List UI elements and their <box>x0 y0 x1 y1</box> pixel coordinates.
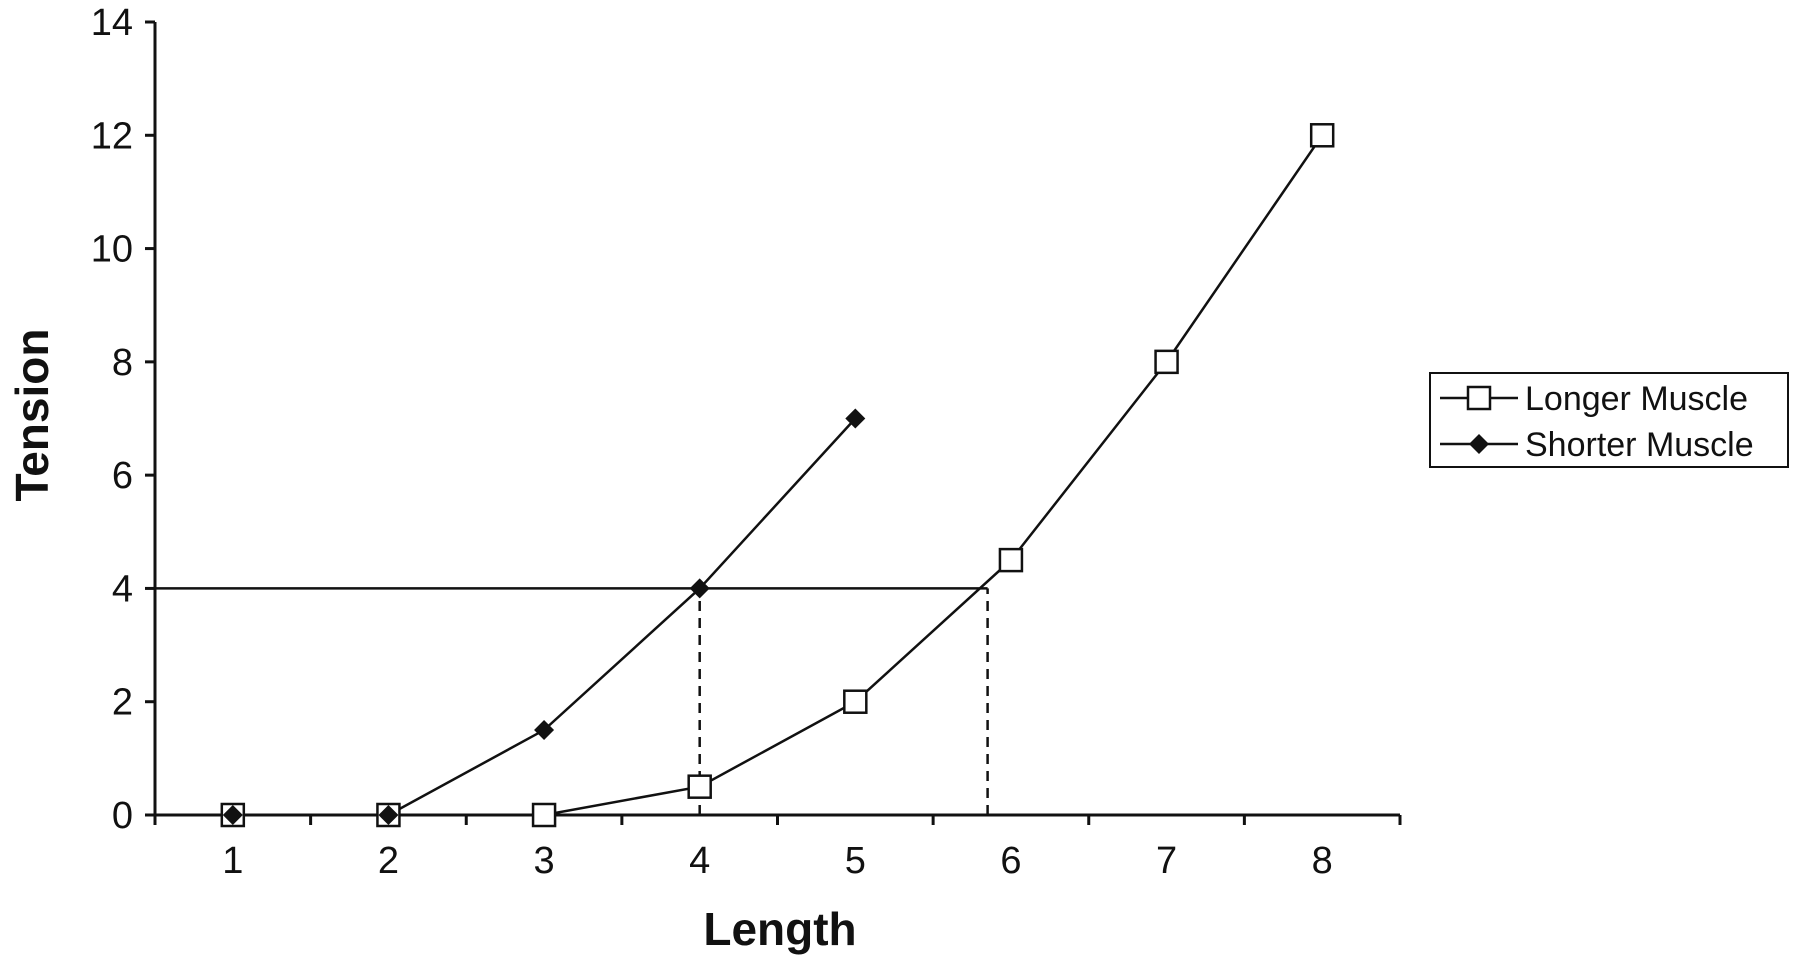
x-tick-label: 6 <box>1000 840 1021 882</box>
series-group <box>220 123 1335 828</box>
y-tick-label: 12 <box>91 115 133 157</box>
y-tick-label: 8 <box>112 342 133 384</box>
x-axis-title: Length <box>703 903 856 955</box>
legend-label-shorter: Shorter Muscle <box>1525 426 1754 464</box>
x-tick-label: 3 <box>533 840 554 882</box>
data-point-shorter-muscle <box>378 805 399 825</box>
data-point-shorter-muscle <box>534 720 555 741</box>
data-point-longer-muscle <box>843 689 868 714</box>
series-line-0 <box>232 134 1324 817</box>
y-tick-label: 6 <box>112 455 133 497</box>
filled-diamond-icon <box>1469 434 1489 454</box>
data-point-shorter-muscle <box>689 578 710 599</box>
legend-item-shorter-muscle: Shorter Muscle <box>1440 426 1754 464</box>
data-point-longer-muscle <box>531 802 557 828</box>
legend: Longer Muscle Shorter Muscle <box>1429 372 1789 468</box>
x-tick-label: 7 <box>1156 840 1177 882</box>
legend-label-longer: Longer Muscle <box>1525 380 1748 418</box>
data-point-longer-muscle <box>687 774 712 799</box>
data-point-longer-muscle <box>1309 123 1335 148</box>
x-tick-label: 4 <box>689 840 710 882</box>
y-tick-label: 2 <box>112 682 133 724</box>
y-tick-label: 0 <box>112 795 133 837</box>
legend-item-longer-muscle: Longer Muscle <box>1440 380 1748 418</box>
y-axis-title: Tension <box>6 329 58 502</box>
data-point-shorter-muscle <box>222 805 243 825</box>
data-point-shorter-muscle <box>845 408 866 429</box>
open-square-icon <box>1466 385 1492 411</box>
x-tick-label: 8 <box>1312 840 1333 882</box>
data-point-longer-muscle <box>1154 349 1179 375</box>
x-tick-label: 1 <box>222 840 243 882</box>
legend-box <box>1429 372 1789 468</box>
y-tick-label: 10 <box>91 229 133 271</box>
series-line-1 <box>232 417 857 817</box>
data-point-longer-muscle <box>998 547 1024 573</box>
y-tick-label: 14 <box>91 2 133 44</box>
y-tick-label: 4 <box>112 568 133 610</box>
x-tick-label: 2 <box>378 840 399 882</box>
x-tick-label: 5 <box>845 840 866 882</box>
